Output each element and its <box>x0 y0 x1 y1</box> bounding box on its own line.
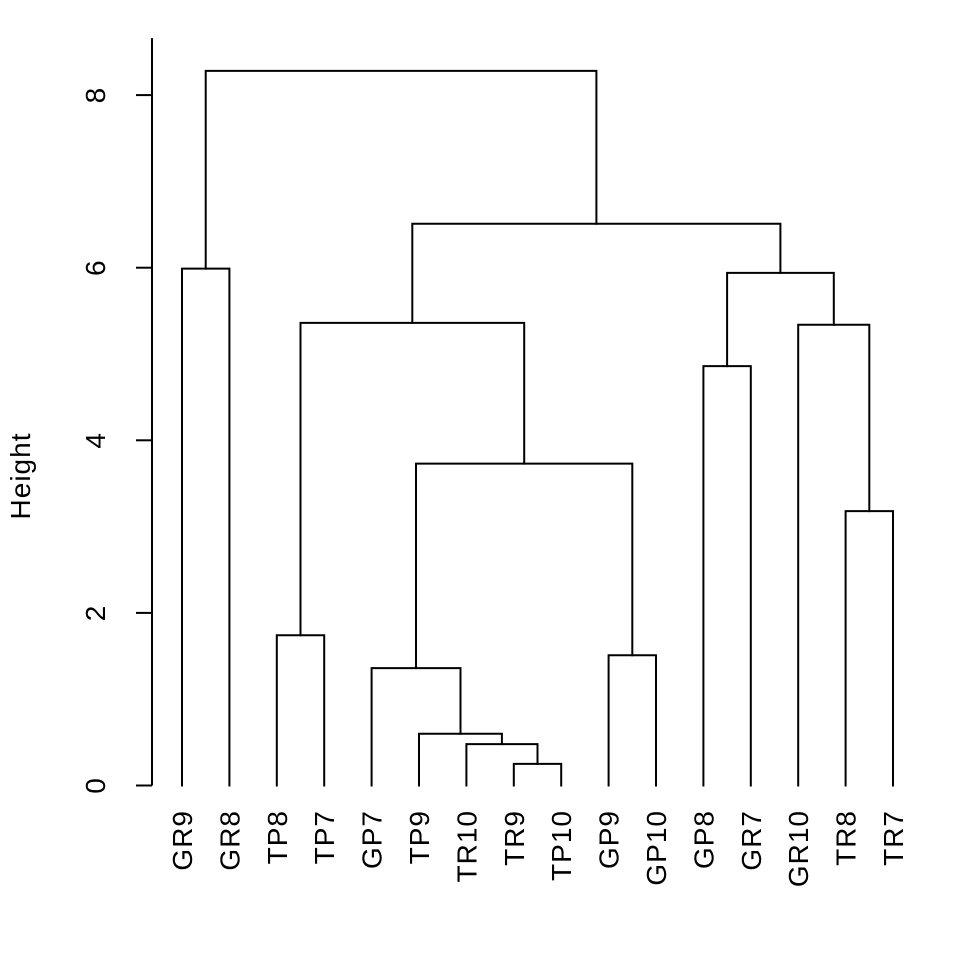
y-tick-label: 6 <box>80 259 111 276</box>
cluster-link <box>465 743 539 787</box>
leaf-label-tp7: TP7 <box>309 810 340 864</box>
leaf-label-tp8: TP8 <box>262 810 293 864</box>
cluster-link <box>844 510 894 787</box>
leaf-label-gr8: GR8 <box>214 810 245 871</box>
leaf-label-tp10: TP10 <box>546 810 577 881</box>
cluster-link <box>418 732 503 787</box>
leaf-label-tr10: TR10 <box>451 810 482 882</box>
cluster-link <box>411 222 782 324</box>
cluster-link <box>204 69 598 270</box>
leaf-label-gr10: GR10 <box>783 810 814 887</box>
y-tick-label: 4 <box>80 432 111 449</box>
leaf-label-gp7: GP7 <box>357 810 388 869</box>
leaf-label-tr7: TR7 <box>878 810 909 866</box>
leaf-label-gr7: GR7 <box>736 810 767 871</box>
cluster-link <box>726 271 835 368</box>
cluster-link <box>607 654 657 787</box>
leaf-label-tr9: TR9 <box>499 810 530 866</box>
y-tick-label: 2 <box>80 605 111 622</box>
cluster-link <box>512 762 563 787</box>
y-tick-label: 8 <box>80 87 111 104</box>
leaf-label-gp9: GP9 <box>594 810 625 869</box>
cluster-link <box>702 365 752 787</box>
leaf-label-gr9: GR9 <box>167 810 198 871</box>
leaf-label-tp9: TP9 <box>404 810 435 864</box>
leaf-label-gp8: GP8 <box>688 810 719 869</box>
cluster-link <box>181 267 231 787</box>
y-axis-title: Height <box>5 433 36 520</box>
leaf-label-tr8: TR8 <box>831 810 862 866</box>
cluster-link <box>370 667 462 787</box>
cluster-link <box>299 321 526 637</box>
y-tick-label: 0 <box>80 777 111 794</box>
leaf-label-gp10: GP10 <box>641 810 672 886</box>
cluster-link <box>415 462 634 670</box>
cluster-link <box>797 323 871 787</box>
cluster-link <box>275 634 326 787</box>
